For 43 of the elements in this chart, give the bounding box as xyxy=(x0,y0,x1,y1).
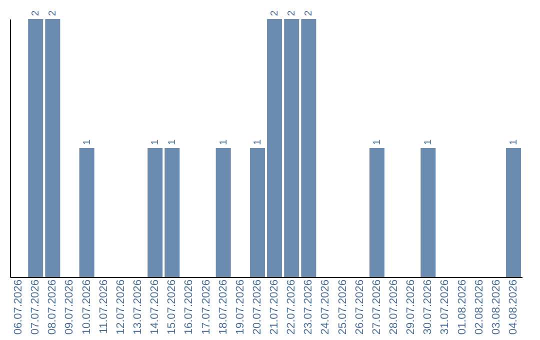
data-label: 1 xyxy=(150,139,162,145)
data-label: 1 xyxy=(423,139,434,145)
x-tick-label: 21.07.2026 xyxy=(268,280,281,335)
x-tick-label: 30.07.2026 xyxy=(422,280,434,335)
data-label: 1 xyxy=(372,139,383,145)
x-tick-label: 03.08.2026 xyxy=(490,280,502,335)
x-tick-label: 20.07.2026 xyxy=(251,280,264,335)
data-label: 1 xyxy=(82,139,93,145)
data-label: 1 xyxy=(167,139,178,145)
data-label: 2 xyxy=(48,10,59,16)
data-label: 1 xyxy=(508,139,520,145)
x-tick-label: 12.07.2026 xyxy=(114,280,127,335)
x-tick-label: 08.07.2026 xyxy=(46,280,59,335)
x-tick-label: 06.07.2026 xyxy=(12,280,25,335)
x-tick-label: 13.07.2026 xyxy=(132,280,144,335)
x-tick-label: 25.07.2026 xyxy=(336,280,349,335)
x-tick-label: 02.08.2026 xyxy=(473,280,486,335)
x-tick-label: 01.08.2026 xyxy=(456,280,468,335)
x-tick-label: 09.07.2026 xyxy=(64,280,76,335)
x-tick-label: 18.07.2026 xyxy=(217,280,230,335)
data-label: 1 xyxy=(218,139,230,145)
data-label: 2 xyxy=(286,10,298,16)
x-tick-label: 27.07.2026 xyxy=(370,280,383,335)
x-tick-label: 10.07.2026 xyxy=(80,280,93,335)
x-tick-label: 14.07.2026 xyxy=(149,280,162,335)
x-tick-label: 04.08.2026 xyxy=(507,280,520,335)
x-tick-label: 11.07.2026 xyxy=(98,280,110,334)
x-tick-label: 24.07.2026 xyxy=(320,280,332,335)
x-tick-label: 15.07.2026 xyxy=(166,280,178,335)
x-tick-label: 23.07.2026 xyxy=(302,280,315,335)
data-label: 2 xyxy=(270,10,281,16)
x-tick-label: 07.07.2026 xyxy=(30,280,42,335)
x-tick-label: 16.07.2026 xyxy=(183,280,196,335)
data-label: 2 xyxy=(304,10,315,16)
x-tick-label: 19.07.2026 xyxy=(234,280,246,335)
x-tick-label: 31.07.2026 xyxy=(439,280,452,335)
data-label: 1 xyxy=(252,139,264,145)
data-label: 2 xyxy=(30,10,42,16)
x-tick-label: 17.07.2026 xyxy=(200,280,212,335)
x-tick-label: 29.07.2026 xyxy=(405,280,418,335)
x-tick-label: 28.07.2026 xyxy=(388,280,400,335)
x-tick-label: 22.07.2026 xyxy=(286,280,298,335)
x-tick-label: 26.07.2026 xyxy=(354,280,366,335)
